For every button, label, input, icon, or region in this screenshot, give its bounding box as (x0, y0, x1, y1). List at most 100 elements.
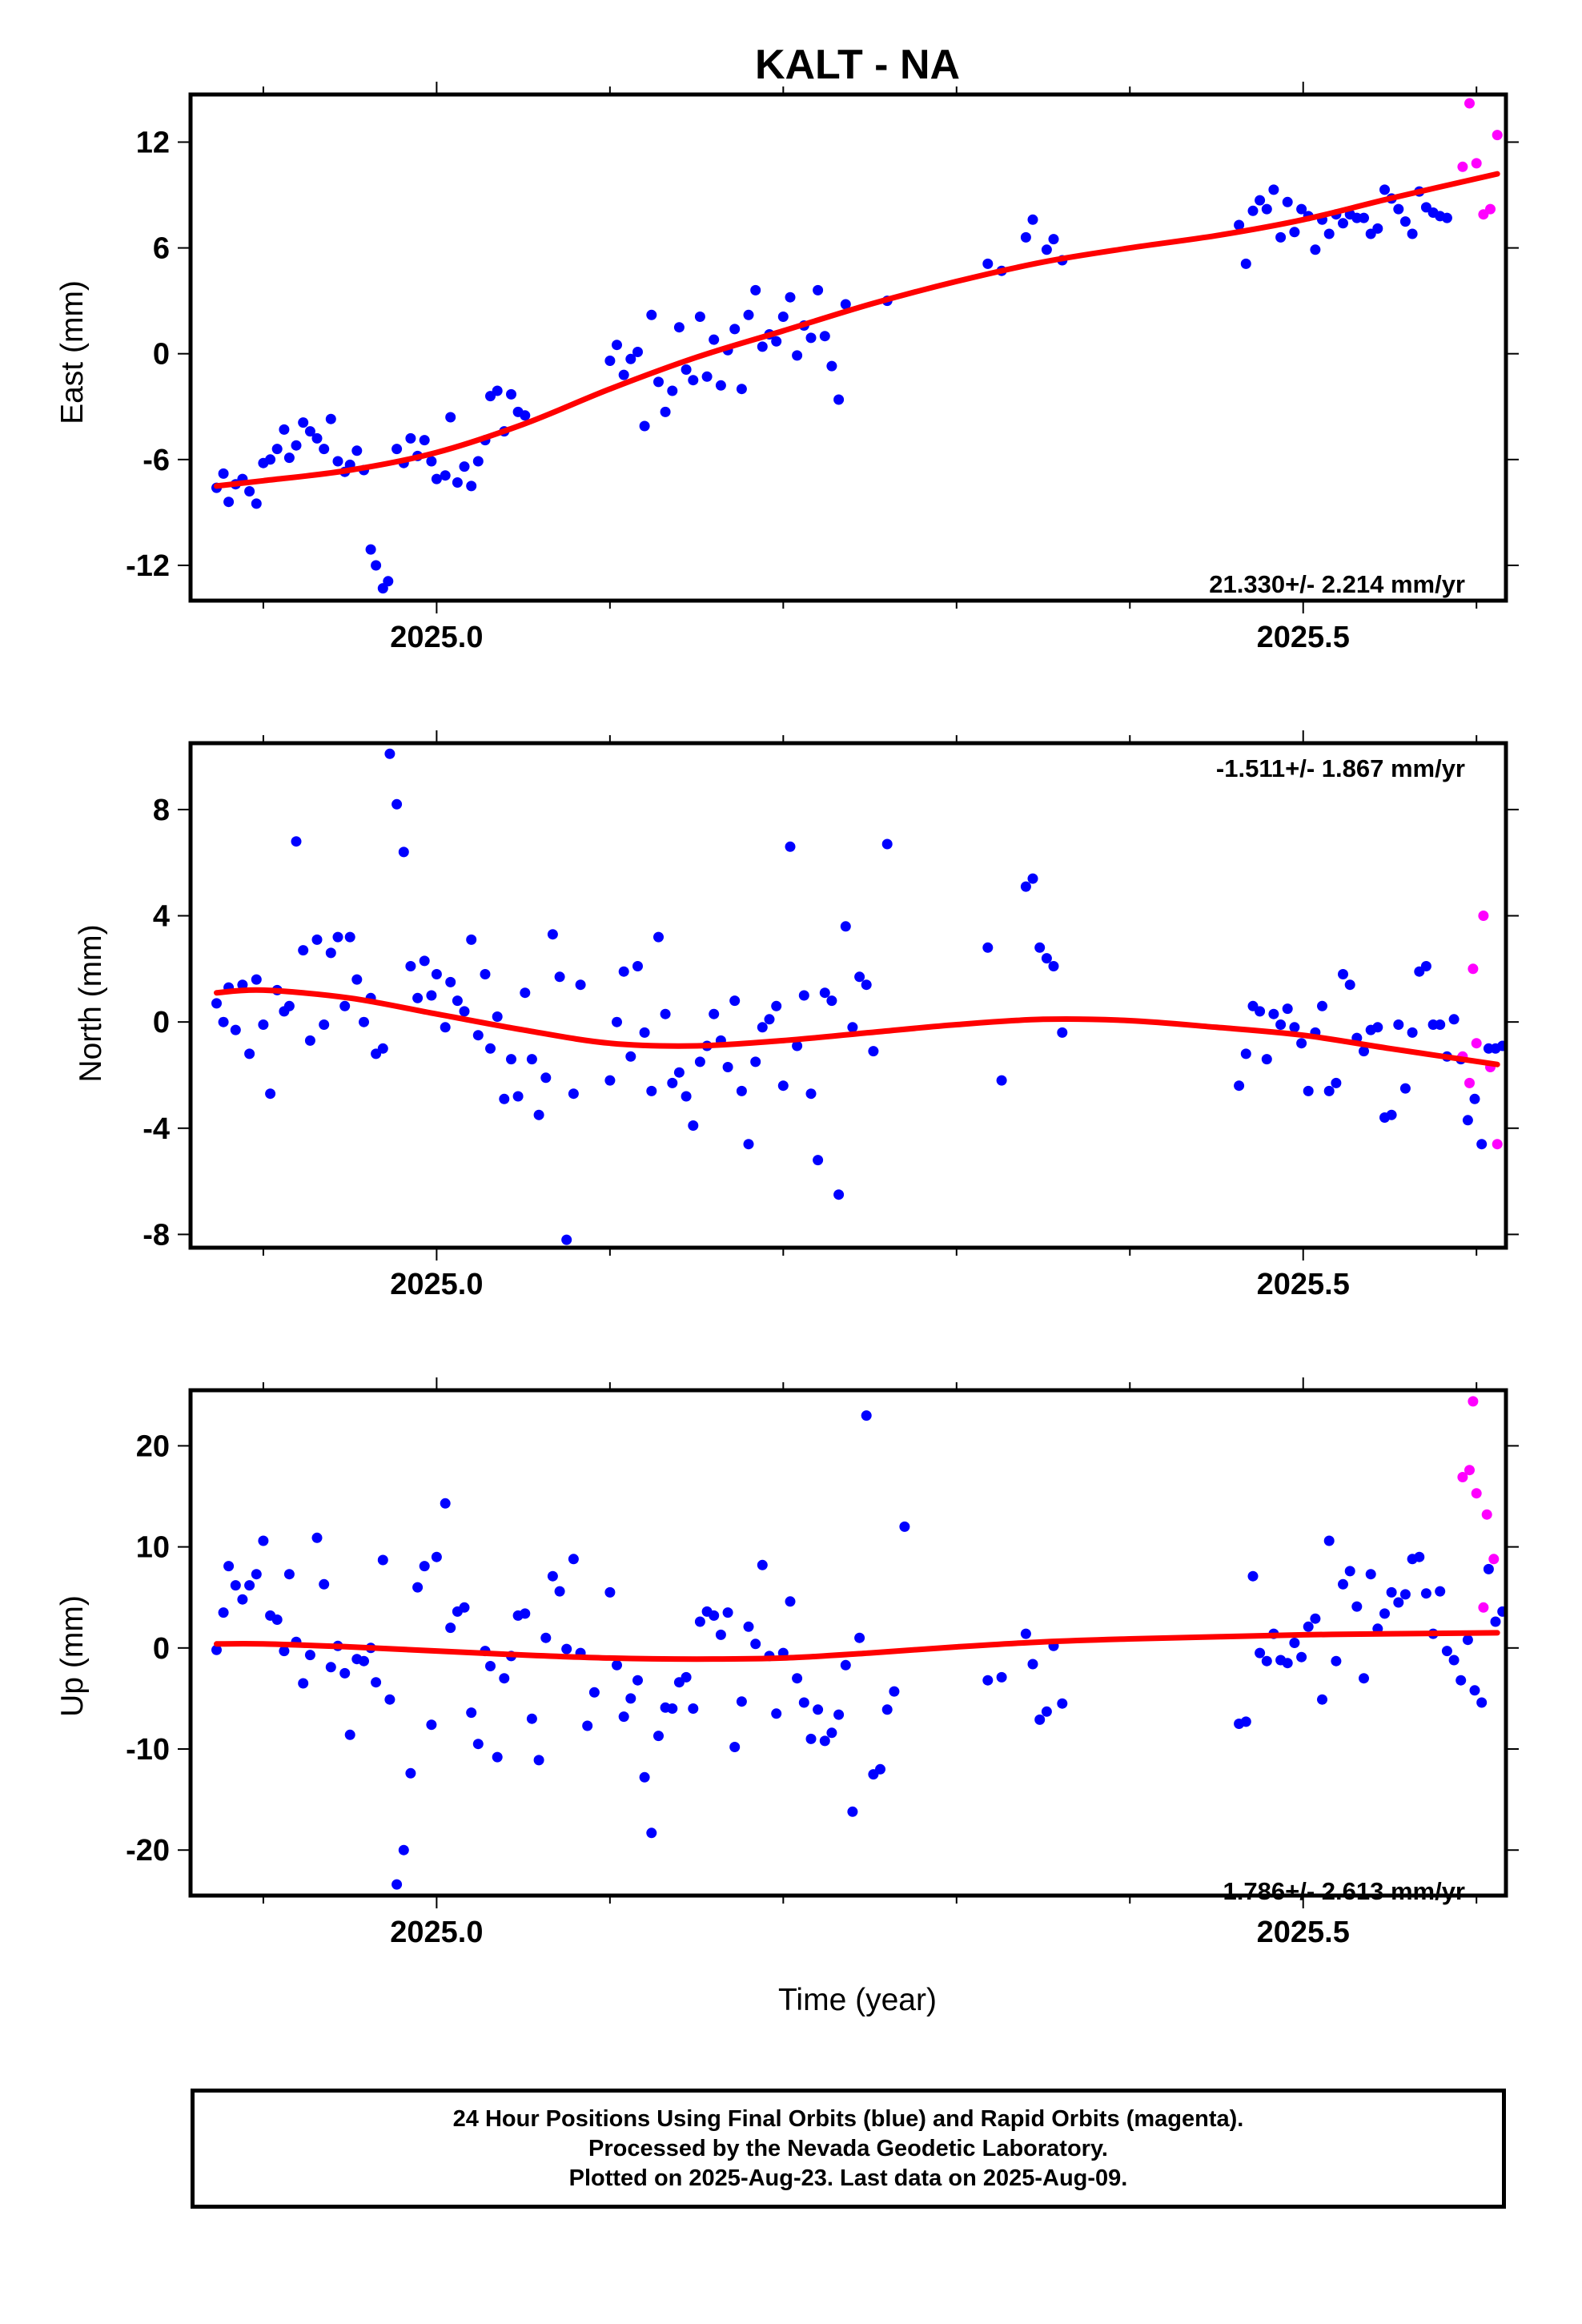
rate-north: -1.511+/- 1.867 mm/yr (1216, 754, 1465, 782)
up-final-point (271, 1614, 283, 1625)
east-final-point (459, 461, 470, 472)
up-y-tick-label: 10 (136, 1531, 170, 1565)
up-rapid-point (1464, 1465, 1475, 1476)
east-final-point (1323, 228, 1335, 239)
up-final-point (311, 1532, 323, 1543)
east-final-point (1289, 227, 1300, 238)
up-final-point (440, 1498, 451, 1509)
north-final-point (694, 1056, 705, 1068)
north-final-point (251, 974, 262, 985)
up-final-point (771, 1708, 782, 1719)
east-final-point (736, 384, 747, 395)
east-final-point (283, 452, 295, 464)
north-final-point (1407, 1027, 1418, 1038)
caption-line-1: 24 Hour Positions Using Final Orbits (bl… (452, 2105, 1244, 2132)
north-final-point (833, 1189, 845, 1200)
east-final-point (472, 456, 484, 467)
up-final-point (554, 1586, 565, 1597)
up-final-point (472, 1739, 484, 1750)
up-final-point (244, 1580, 255, 1591)
north-final-point (982, 942, 994, 953)
up-final-point (805, 1733, 817, 1744)
north-final-point (1448, 1014, 1460, 1025)
up-final-point (729, 1742, 741, 1752)
up-final-point (325, 1662, 336, 1673)
north-final-point (709, 1008, 720, 1019)
north-final-point (283, 1000, 295, 1011)
north-final-point (1048, 961, 1059, 971)
east-rapid-point (1485, 203, 1496, 215)
north-final-point (211, 998, 222, 1009)
east-y-tick-label: 12 (136, 126, 170, 159)
up-final-point (881, 1704, 893, 1715)
north-final-point (311, 934, 323, 945)
north-y-tick-label: 0 (153, 1006, 170, 1039)
up-final-point (1469, 1685, 1480, 1696)
up-final-point (561, 1643, 572, 1655)
north-final-point (1420, 961, 1431, 971)
east-final-point (709, 334, 720, 345)
up-final-point (813, 1704, 824, 1715)
north-final-point (1359, 1046, 1369, 1057)
east-final-point (771, 336, 782, 347)
up-final-point (1448, 1655, 1460, 1666)
up-y-tick-label: -10 (126, 1733, 170, 1767)
north-final-point (1057, 1027, 1068, 1038)
north-final-point (1240, 1048, 1251, 1059)
up-final-point (847, 1806, 858, 1817)
up-final-point (667, 1703, 678, 1714)
ylabel-up: Up (mm) (55, 1595, 90, 1717)
up-final-point (875, 1763, 885, 1775)
north-final-point (258, 1019, 269, 1030)
north-data-layer (211, 748, 1506, 1245)
north-final-point (639, 1027, 650, 1038)
east-plot-frame (188, 92, 1508, 603)
north-final-point (996, 1075, 1007, 1086)
north-y-tick-label: -8 (143, 1218, 170, 1252)
east-final-point (826, 360, 837, 372)
caption-line-2: Processed by the Nevada Geodetic Laborat… (588, 2135, 1108, 2161)
north-final-point (1317, 1000, 1327, 1011)
east-final-point (625, 353, 636, 364)
north-final-point (612, 1016, 622, 1027)
north-final-point (499, 1093, 510, 1104)
up-final-point (1386, 1586, 1397, 1598)
north-final-point (554, 971, 565, 983)
north-final-point (1034, 942, 1046, 953)
east-x-tick-label: 2025.5 (1257, 621, 1350, 654)
north-final-point (244, 1048, 255, 1059)
east-data-layer (211, 98, 1503, 594)
up-final-point (604, 1586, 616, 1598)
north-rapid-point (1464, 1077, 1475, 1088)
north-final-point (881, 838, 893, 850)
north-final-point (265, 1088, 276, 1100)
north-final-point (618, 966, 629, 977)
up-final-point (1525, 1580, 1536, 1590)
north-final-point (472, 1030, 484, 1041)
up-final-point (485, 1661, 496, 1671)
east-final-point (1338, 218, 1348, 229)
up-final-point (223, 1561, 235, 1572)
up-final-point (861, 1410, 872, 1421)
up-x-tick-label: 2025.5 (1257, 1916, 1350, 1949)
north-final-point (750, 1056, 761, 1068)
north-final-point (1234, 1080, 1245, 1092)
up-final-point (237, 1594, 248, 1605)
east-rapid-point (1464, 98, 1475, 109)
north-y-tick-label: 4 (153, 900, 170, 934)
up-final-point (1399, 1589, 1411, 1600)
north-final-point (1296, 1038, 1307, 1049)
up-final-point (715, 1629, 726, 1640)
north-final-point (304, 1035, 315, 1046)
east-final-point (445, 412, 456, 423)
up-final-point (251, 1569, 262, 1580)
north-final-point (847, 1022, 858, 1033)
ylabel-east: East (mm) (55, 280, 90, 424)
up-final-point (1359, 1673, 1369, 1684)
up-final-point (899, 1521, 910, 1532)
east-final-point (1296, 203, 1307, 215)
north-final-point (743, 1139, 754, 1150)
east-final-point (371, 560, 382, 571)
east-final-point (604, 356, 616, 366)
